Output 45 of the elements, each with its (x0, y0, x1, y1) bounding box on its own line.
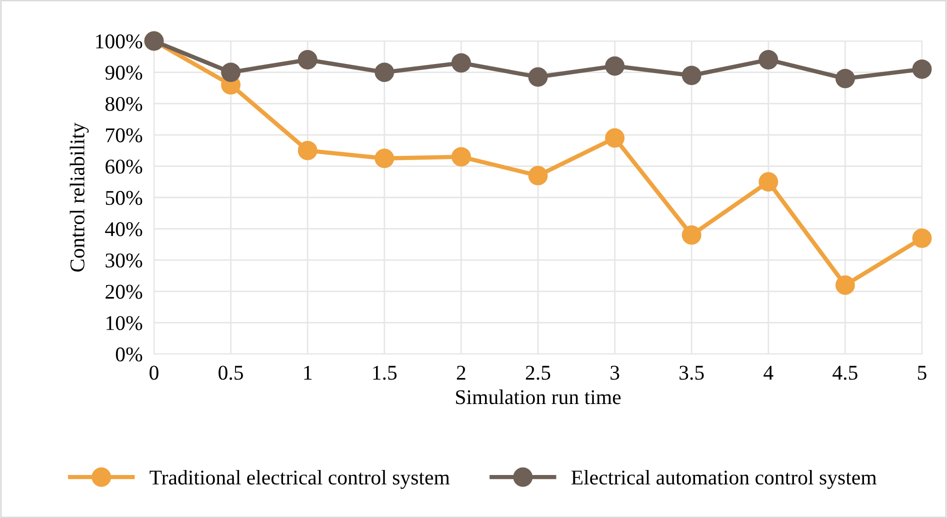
y-tick-label: 20% (106, 284, 142, 299)
point (298, 140, 318, 160)
y-tick-label: 50% (106, 190, 142, 205)
y-tick-label: 70% (106, 128, 142, 142)
y-tick-label: 30% (106, 253, 142, 268)
y-tick-label: 100% (96, 34, 142, 48)
x-tick-label: 3 (610, 366, 620, 380)
y-tick-label: 10% (106, 316, 142, 330)
x-tick-label: 5 (918, 366, 926, 380)
point (374, 62, 394, 82)
x-tick-label: 2 (456, 366, 466, 380)
x-tick-label: 0 (150, 366, 158, 380)
point (221, 62, 241, 82)
point (451, 53, 471, 73)
point (682, 225, 702, 245)
y-tick-label: 80% (105, 96, 142, 112)
x-tick-label: 3.5 (680, 366, 704, 380)
y-tick-label: 40% (105, 222, 142, 236)
point (528, 166, 548, 186)
point (605, 128, 625, 148)
point (912, 59, 932, 79)
point (912, 228, 932, 248)
point (451, 147, 471, 167)
x-tick-label: 0.5 (218, 366, 244, 380)
legend-label: Traditional electrical control system (150, 470, 450, 489)
y-axis-title: Control reliability (70, 122, 89, 272)
point (605, 56, 625, 76)
x-tick-label: 1 (304, 366, 312, 380)
x-tick-label: 4 (764, 366, 774, 380)
y-tick-label: 0% (116, 347, 142, 362)
x-axis-title: Simulation run time (456, 390, 621, 404)
x-tick-label: 2.5 (526, 366, 550, 380)
legend-label: Electrical automation control system (571, 470, 877, 489)
x-tick-label: 1.5 (373, 366, 397, 380)
point (298, 50, 318, 70)
point (835, 68, 855, 88)
point (758, 50, 778, 70)
x-tick-label: 4.5 (832, 366, 858, 380)
point (682, 66, 702, 86)
point (374, 148, 394, 168)
point (758, 172, 778, 192)
y-tick-label: 60% (106, 160, 142, 174)
point (528, 67, 548, 87)
point (835, 275, 855, 295)
y-tick-label: 90% (105, 66, 142, 80)
